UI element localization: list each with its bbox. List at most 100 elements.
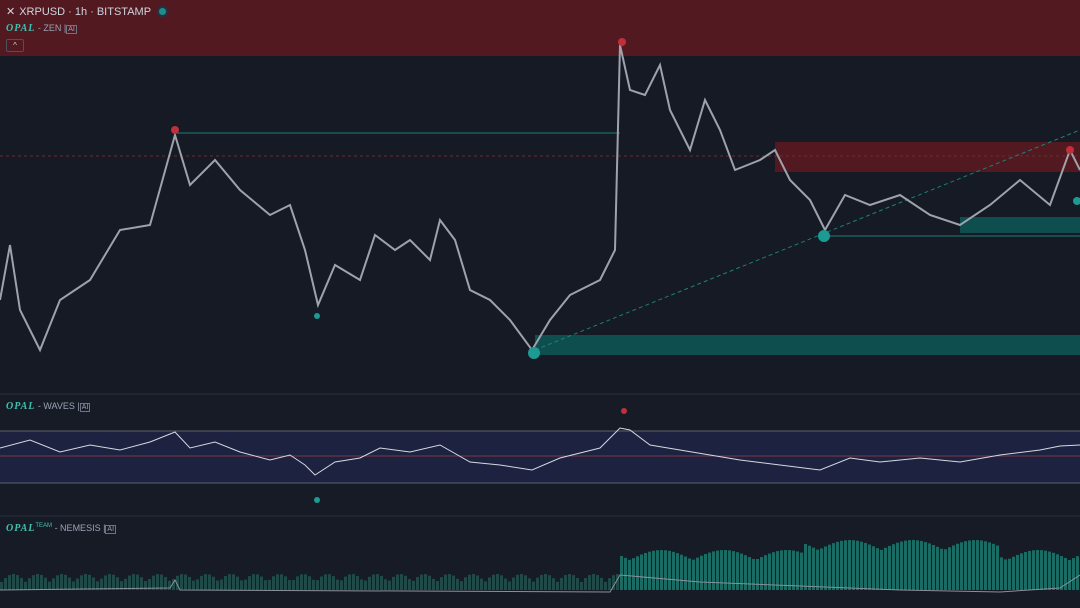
histogram-bar (72, 581, 75, 590)
histogram-bar (1052, 552, 1055, 590)
histogram-bar (1024, 551, 1027, 590)
histogram-bar (924, 542, 927, 590)
histogram-bar (576, 578, 579, 590)
histogram-bar (848, 540, 851, 590)
histogram-bar (792, 550, 795, 590)
histogram-bar (680, 554, 683, 590)
nemesis-histogram (0, 540, 1079, 590)
histogram-bar (620, 555, 623, 590)
histogram-bar (468, 574, 471, 590)
histogram-bar (1048, 551, 1051, 590)
histogram-bar (544, 574, 547, 590)
histogram-bar (540, 574, 543, 590)
pane-name: - ZEN | (37, 23, 67, 33)
histogram-bar (524, 575, 527, 590)
histogram-bar (188, 576, 191, 590)
histogram-bar (516, 574, 519, 590)
histogram-bar (980, 540, 983, 590)
histogram-bar (104, 575, 107, 590)
histogram-bar (380, 575, 383, 590)
histogram-bar (992, 543, 995, 590)
histogram-bar (148, 578, 151, 590)
histogram-bar (616, 574, 619, 590)
histogram-bar (400, 574, 403, 590)
histogram-bar (20, 577, 23, 590)
histogram-bar (8, 575, 11, 590)
histogram-bar (244, 579, 247, 590)
pane-name: - NEMESIS | (54, 523, 106, 533)
histogram-bar (780, 550, 783, 590)
histogram-bar (100, 578, 103, 590)
histogram-bar (940, 548, 943, 590)
histogram-bar (952, 545, 955, 590)
histogram-bar (364, 580, 367, 590)
histogram-bar (1068, 559, 1071, 590)
histogram-bar (688, 558, 691, 590)
histogram-bar (164, 577, 167, 590)
histogram-bar (108, 574, 111, 590)
histogram-bar (204, 574, 207, 590)
histogram-bar (900, 541, 903, 590)
histogram-bar (960, 542, 963, 590)
histogram-bar (28, 578, 31, 590)
histogram-bar (840, 540, 843, 590)
histogram-bar (264, 580, 267, 590)
histogram-bar (44, 577, 47, 590)
histogram-bar (512, 577, 515, 590)
histogram-bar (568, 574, 571, 590)
histogram-bar (740, 553, 743, 590)
histogram-bar (1060, 556, 1063, 590)
histogram-bar (800, 552, 803, 590)
histogram-bar (912, 540, 915, 590)
histogram-bar (292, 579, 295, 590)
histogram-bar (444, 574, 447, 590)
histogram-bar (672, 551, 675, 590)
histogram-bar (88, 574, 91, 590)
histogram-bar (488, 577, 491, 590)
histogram-bar (56, 575, 59, 590)
histogram-bar (220, 579, 223, 590)
brand: OPAL (6, 401, 36, 412)
histogram-bar (32, 575, 35, 590)
histogram-bar (732, 551, 735, 590)
histogram-bar (348, 574, 351, 590)
symbol-header[interactable]: ✕ XRPUSD · 1h · BITSTAMP (6, 5, 167, 18)
histogram-bar (972, 540, 975, 590)
histogram-bar (1004, 559, 1007, 590)
collapse-button[interactable]: ^ (6, 39, 24, 52)
histogram-bar (280, 574, 283, 590)
signal-dot (621, 408, 627, 414)
pivot-low (818, 230, 830, 242)
histogram-bar (144, 580, 147, 590)
histogram-bar (472, 574, 475, 590)
histogram-bar (696, 557, 699, 590)
wave-line (0, 427, 1080, 476)
histogram-bar (1036, 550, 1039, 590)
histogram-bar (420, 574, 423, 590)
histogram-bar (388, 580, 391, 590)
histogram-bar (500, 575, 503, 590)
pane-label: OPAL - ZEN | AI (6, 23, 77, 34)
supply-zone (0, 0, 1080, 56)
histogram-bar (180, 574, 183, 590)
histogram-bar (200, 575, 203, 590)
histogram-bar (768, 553, 771, 590)
histogram-bar (260, 576, 263, 590)
histogram-bar (716, 550, 719, 590)
histogram-bar (836, 541, 839, 590)
histogram-bar (192, 580, 195, 590)
histogram-bar (744, 555, 747, 590)
histogram-bar (536, 577, 539, 590)
histogram-bar (176, 575, 179, 590)
histogram-bar (384, 579, 387, 590)
histogram-bar (432, 578, 435, 590)
histogram-bar (640, 554, 643, 590)
histogram-bar (140, 577, 143, 590)
histogram-bar (564, 575, 567, 590)
histogram-bar (64, 574, 67, 590)
histogram-bar (496, 574, 499, 590)
symbol: XRPUSD · 1h · BITSTAMP (19, 6, 152, 18)
histogram-bar (852, 540, 855, 590)
histogram-bar (436, 580, 439, 590)
